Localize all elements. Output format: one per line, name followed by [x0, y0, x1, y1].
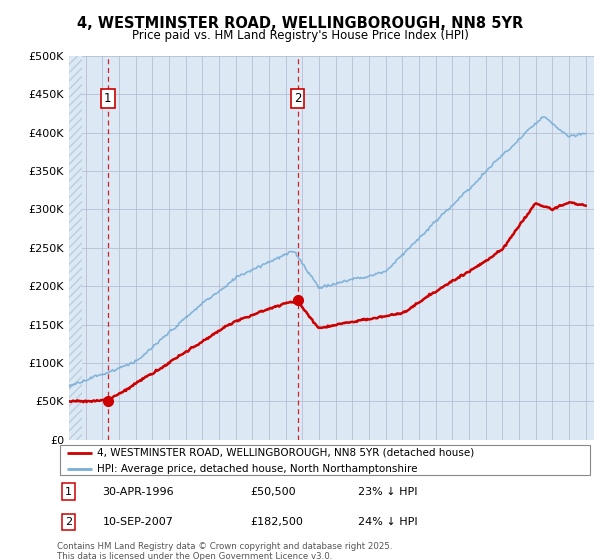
Text: Contains HM Land Registry data © Crown copyright and database right 2025.
This d: Contains HM Land Registry data © Crown c…	[57, 542, 392, 560]
Text: 1: 1	[65, 487, 73, 497]
Text: 23% ↓ HPI: 23% ↓ HPI	[358, 487, 417, 497]
Text: 30-APR-1996: 30-APR-1996	[103, 487, 174, 497]
Text: 2: 2	[294, 92, 301, 105]
Text: 2: 2	[65, 517, 73, 527]
Text: 4, WESTMINSTER ROAD, WELLINGBOROUGH, NN8 5YR (detached house): 4, WESTMINSTER ROAD, WELLINGBOROUGH, NN8…	[97, 448, 475, 458]
Text: HPI: Average price, detached house, North Northamptonshire: HPI: Average price, detached house, Nort…	[97, 464, 418, 474]
Text: 10-SEP-2007: 10-SEP-2007	[103, 517, 173, 527]
Text: 1: 1	[104, 92, 112, 105]
Text: 4, WESTMINSTER ROAD, WELLINGBOROUGH, NN8 5YR: 4, WESTMINSTER ROAD, WELLINGBOROUGH, NN8…	[77, 16, 523, 31]
Text: £50,500: £50,500	[250, 487, 296, 497]
Bar	[69, 56, 82, 440]
Text: £182,500: £182,500	[250, 517, 303, 527]
FancyBboxPatch shape	[59, 445, 590, 475]
Text: Price paid vs. HM Land Registry's House Price Index (HPI): Price paid vs. HM Land Registry's House …	[131, 29, 469, 42]
Text: 24% ↓ HPI: 24% ↓ HPI	[358, 517, 418, 527]
